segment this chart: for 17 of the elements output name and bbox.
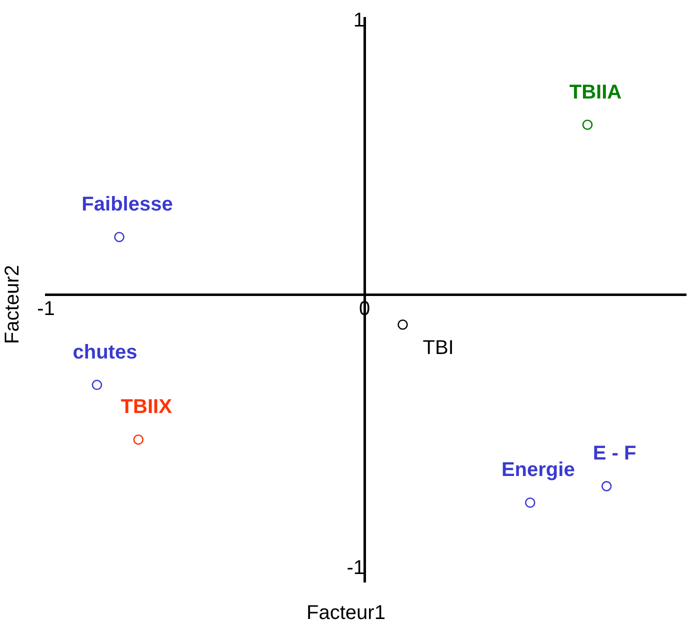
point — [398, 319, 408, 330]
series-label: TBIIX — [120, 396, 173, 418]
point — [92, 380, 102, 390]
point — [524, 497, 536, 508]
series-label: TBIIA — [569, 81, 622, 104]
series-label: Energie — [501, 459, 575, 482]
series-label: TBI — [422, 337, 454, 360]
series-label: E - F — [592, 442, 636, 465]
point — [114, 232, 124, 242]
point — [582, 120, 593, 130]
series-label: Faiblesse — [82, 194, 173, 216]
series-label: chutes — [72, 341, 138, 364]
y-tick-label: 1 — [353, 9, 365, 32]
point — [133, 434, 144, 445]
x-axis-title: Facteur1 — [306, 602, 386, 625]
point — [601, 481, 612, 492]
y-axis-title: Facteur2 — [2, 264, 24, 346]
